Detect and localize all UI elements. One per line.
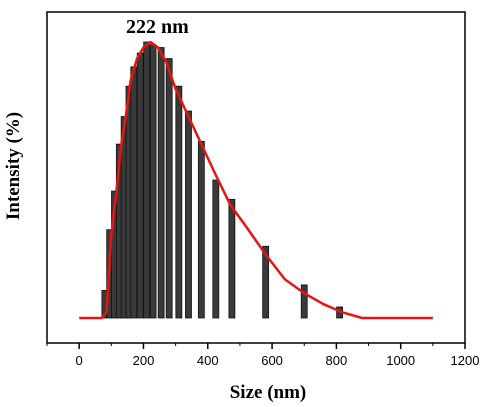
bar-mark	[197, 140, 205, 319]
x-tick-label: 800	[326, 353, 348, 368]
x-axis-title: Size (nm)	[230, 382, 307, 403]
plot-frame	[46, 11, 466, 344]
x-tick-label: 1000	[386, 353, 415, 368]
bar-mark	[262, 245, 270, 319]
y-axis-title: Intensity (%)	[3, 112, 24, 220]
bar-mark	[228, 198, 236, 319]
bar-mark	[130, 66, 138, 319]
bars-layer	[101, 41, 344, 319]
x-axis-ticks: 0 200 400 600 800 1000 1200	[46, 343, 480, 368]
x-tick-label: 1200	[451, 353, 480, 368]
bar-mark	[149, 44, 157, 319]
bar-mark	[157, 47, 165, 319]
x-tick-label: 400	[197, 353, 219, 368]
bar-mark	[175, 85, 183, 319]
x-tick-label: 600	[261, 353, 283, 368]
peak-annotation: 222 nm	[126, 16, 189, 38]
x-tick-label: 200	[133, 353, 155, 368]
bar-mark	[143, 41, 151, 319]
x-tick-label: 0	[76, 353, 83, 368]
bar-mark	[212, 179, 220, 319]
bar-mark	[165, 58, 173, 319]
bar-mark	[185, 110, 192, 319]
bar-mark	[136, 52, 144, 319]
fit-curve	[79, 40, 433, 320]
bar-mark	[300, 284, 308, 319]
curve-layer	[79, 40, 433, 320]
